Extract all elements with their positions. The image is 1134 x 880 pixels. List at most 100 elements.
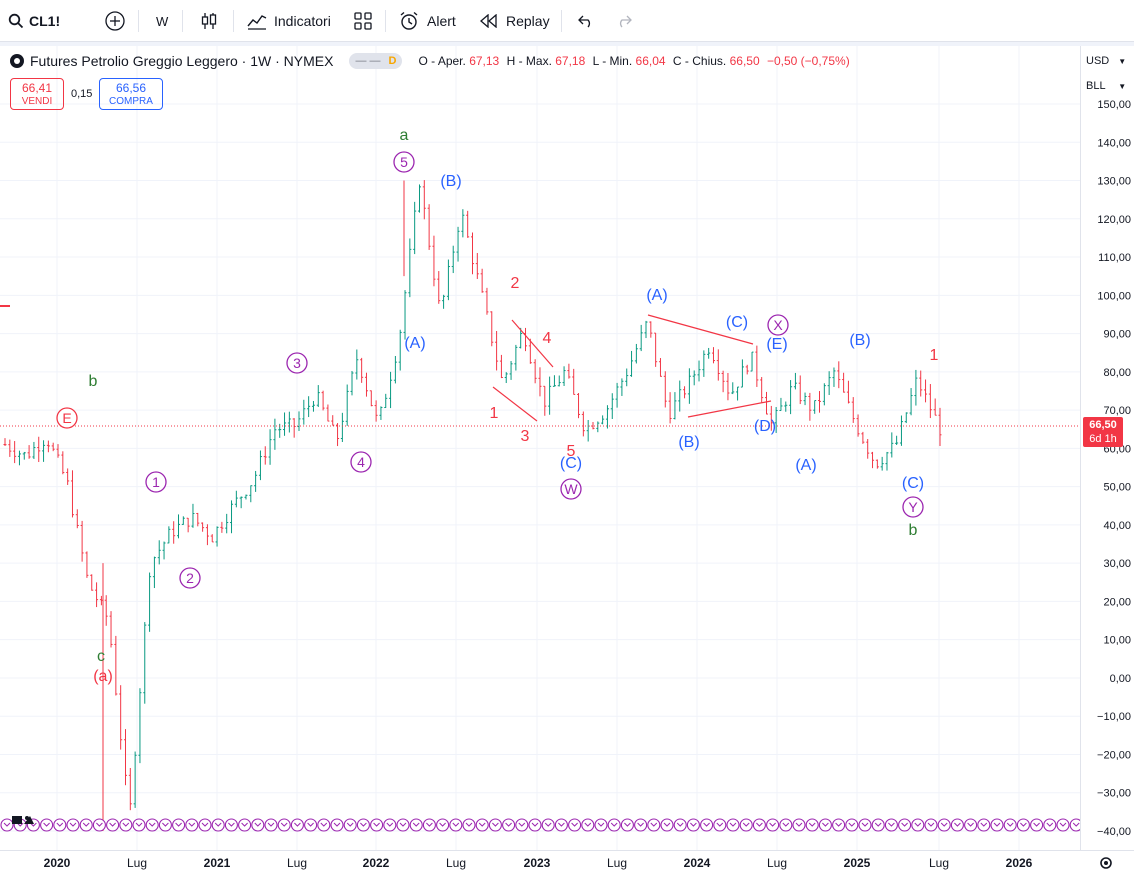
replay-button[interactable]: Replay [480,0,550,42]
event-marker-glyph [914,822,922,827]
ohlc-values: O - Aper. 67,13 H - Max. 67,18 L - Min. … [418,54,849,68]
event-marker [370,818,384,832]
event-marker-glyph [901,822,908,827]
wave-label: 4 [543,330,552,347]
x-tick-label: Lug [446,856,466,870]
event-marker-glyph [571,822,578,827]
x-tick-label: Lug [929,856,949,870]
event-marker [132,818,146,832]
interval-button[interactable]: W [156,13,169,29]
event-marker-glyph [531,822,539,827]
x-tick-label: 2024 [684,856,711,870]
event-marker-glyph [861,822,869,827]
event-markers [0,818,1083,832]
event-marker-glyph [980,822,988,827]
event-marker [356,818,370,832]
countdown: 6d 1h [1089,433,1117,445]
event-marker-glyph [544,822,552,827]
event-marker-glyph [954,822,961,827]
compare-button[interactable] [104,0,126,42]
wave-label-circle [767,314,789,336]
sell-button[interactable]: 66,41 VENDI [10,78,64,110]
wave-label: 2 [186,570,194,586]
event-marker-glyph [967,822,974,827]
redo-button[interactable] [615,0,633,42]
templates-button[interactable] [354,0,372,42]
sell-label: VENDI [21,96,53,107]
unit-selector[interactable]: BLL ▼ [1086,80,1126,92]
event-marker-glyph [43,822,50,827]
x-tick-label: 2021 [204,856,231,870]
low-label: L - Min. [592,54,633,68]
event-marker-glyph [56,822,64,827]
currency-selector[interactable]: USD ▼ [1086,55,1126,67]
wave-label-circle [56,407,78,429]
market-status-pill[interactable]: — — D [349,53,403,69]
event-marker-glyph [267,822,275,827]
event-marker-glyph [874,822,882,827]
wave-label: (C) [726,314,748,331]
event-marker-glyph [188,822,196,827]
x-tick-label: 2022 [363,856,390,870]
alert-button[interactable]: Alert [399,0,456,42]
event-marker [792,818,806,832]
chevron-down-icon: ▼ [1118,82,1127,91]
wave-label: X [773,317,783,333]
event-marker [277,818,291,832]
event-marker-glyph [439,822,446,827]
event-marker-glyph [228,822,235,827]
event-marker-glyph [360,822,367,827]
event-marker [145,818,159,832]
sell-price: 66,41 [21,81,53,95]
settings-button[interactable] [1098,855,1114,871]
chart-legend: Futures Petrolio Greggio Leggero · 1W · … [10,52,850,70]
event-marker-glyph [386,822,394,827]
price-axis[interactable]: 150,00 140,00 130,00 120,00 110,00 100,00 90,0… [1080,46,1134,850]
y-tick-label: 80,00 [1103,367,1131,379]
event-marker [686,818,700,832]
event-marker-glyph [610,822,618,827]
event-marker-glyph [175,822,182,827]
event-marker-glyph [294,822,301,827]
y-tick-label: 40,00 [1103,520,1131,532]
y-tick-label: 10,00 [1103,635,1131,647]
event-marker [211,818,225,832]
event-marker [673,818,687,832]
event-marker [488,818,502,832]
event-marker [396,818,410,832]
event-marker [1003,818,1017,832]
chart-type-button[interactable] [199,0,219,42]
event-marker-glyph [637,822,644,827]
symbol-search[interactable]: CL1! [8,0,60,42]
chevron-down-icon: ▼ [1118,57,1127,66]
event-marker [884,818,898,832]
event-marker [198,818,212,832]
time-axis[interactable]: 2020 Lug 2021 Lug 2022 Lug 2023 Lug 2024 Lug 2025 L… [0,850,1134,874]
event-marker [634,818,648,832]
event-marker [871,818,885,832]
buy-button[interactable]: 66,56 COMPRA [99,78,163,110]
pill-dots: — — [355,55,381,67]
indicators-button[interactable]: Indicatori [247,0,331,42]
chart-pane[interactable]: a 5 (B) (A) 2 4 1 3 5 (C) W (A) (C) X (E) (B) (D) (B) (A) 1… [0,46,1083,850]
wave-label-circle [560,478,582,500]
wave-label: 1 [152,474,160,490]
event-marker [330,818,344,832]
event-marker [924,818,938,832]
event-marker-glyph [492,822,499,827]
event-marker-glyph [756,822,763,827]
event-marker [964,818,978,832]
symbol-label: CL1! [29,13,61,29]
trend-lines [492,314,772,422]
x-tick-label: 2020 [44,856,71,870]
buy-label: COMPRA [109,96,153,107]
y-tick-label: 140,00 [1097,137,1131,149]
undo-button[interactable] [577,0,595,42]
event-marker-glyph [993,822,1001,827]
wave-label-circle [350,451,372,473]
event-marker [304,818,318,832]
event-marker [172,818,186,832]
legend-title[interactable]: Futures Petrolio Greggio Leggero · 1W · … [30,53,334,69]
wave-label: (C) [902,475,924,492]
